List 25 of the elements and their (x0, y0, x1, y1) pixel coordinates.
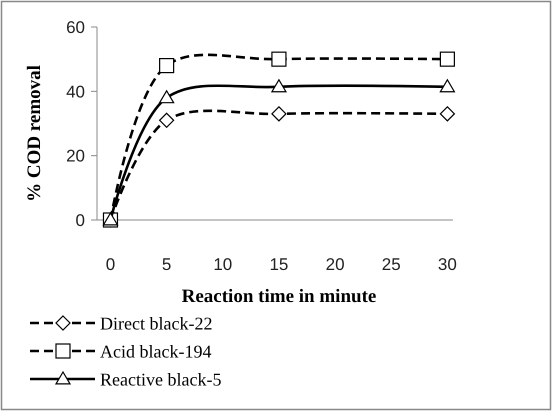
y-tick-label: 0 (76, 210, 85, 230)
x-tick-label: 30 (438, 255, 457, 274)
point (271, 106, 287, 122)
y-tick-label: 20 (66, 146, 85, 166)
x-tick-label: 5 (162, 255, 172, 274)
point (159, 112, 174, 128)
y-axis-title: % COD removal (24, 65, 45, 202)
point (159, 90, 174, 104)
y-tick-label: 40 (66, 82, 85, 102)
point (440, 79, 455, 92)
legend-label: Acid black-194 (100, 341, 212, 362)
point (271, 52, 287, 67)
point (159, 58, 174, 74)
point (440, 106, 455, 122)
x-tick-label: 15 (269, 255, 288, 274)
point (440, 52, 455, 67)
y-tick-label: 60 (66, 18, 85, 37)
x-tick-label: 0 (106, 255, 116, 274)
legend-label: Direct black-22 (100, 313, 212, 334)
x-tick-label: 10 (213, 255, 232, 274)
x-tick-label: 20 (326, 255, 345, 274)
x-axis-title: Reaction time in minute (182, 286, 376, 307)
x-tick-label: 25 (382, 255, 401, 274)
point (271, 79, 287, 92)
legend-label: Reactive black-5 (100, 369, 222, 390)
